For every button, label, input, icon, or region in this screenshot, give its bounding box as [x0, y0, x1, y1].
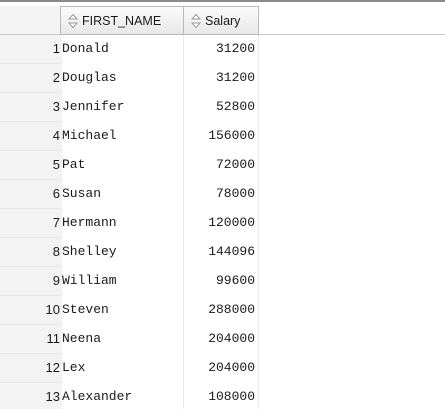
table-row[interactable]: 4 Michael 156000	[0, 122, 445, 151]
cell-first-name[interactable]: William	[62, 267, 184, 296]
cell-first-name[interactable]: Neena	[62, 325, 184, 354]
table-row[interactable]: 7 Hermann 120000	[0, 209, 445, 238]
cell-salary[interactable]: 144096	[184, 238, 259, 267]
column-header-label: FIRST_NAME	[82, 13, 162, 28]
row-number[interactable]: 9	[0, 267, 62, 296]
row-number[interactable]: 12	[0, 354, 62, 383]
row-number[interactable]: 4	[0, 122, 62, 151]
row-number[interactable]: 7	[0, 209, 62, 238]
cell-first-name[interactable]: Steven	[62, 296, 184, 325]
cell-first-name[interactable]: Jennifer	[62, 93, 184, 122]
row-number[interactable]: 6	[0, 180, 62, 209]
table-row[interactable]: 2 Douglas 31200	[0, 64, 445, 93]
cell-salary[interactable]: 31200	[184, 64, 259, 93]
table-row[interactable]: 6 Susan 78000	[0, 180, 445, 209]
row-number[interactable]: 1	[0, 35, 62, 64]
cell-salary[interactable]: 204000	[184, 354, 259, 383]
row-number-header[interactable]	[0, 6, 60, 35]
cell-first-name[interactable]: Shelley	[62, 238, 184, 267]
row-number[interactable]: 2	[0, 64, 62, 93]
cell-salary[interactable]: 72000	[184, 151, 259, 180]
row-number[interactable]: 8	[0, 238, 62, 267]
table-row[interactable]: 12 Lex 204000	[0, 354, 445, 383]
table-row[interactable]: 5 Pat 72000	[0, 151, 445, 180]
cell-first-name[interactable]: Alexander	[62, 383, 184, 409]
cell-salary[interactable]: 288000	[184, 296, 259, 325]
row-number[interactable]: 3	[0, 93, 62, 122]
cell-salary[interactable]: 108000	[184, 383, 259, 409]
sort-icon[interactable]	[67, 13, 79, 29]
cell-salary[interactable]: 156000	[184, 122, 259, 151]
column-header-row: FIRST_NAME Salary	[0, 6, 445, 35]
column-header-salary[interactable]: Salary	[184, 6, 259, 35]
row-number[interactable]: 10	[0, 296, 62, 325]
cell-first-name[interactable]: Douglas	[62, 64, 184, 93]
table-row[interactable]: 13 Alexander 108000	[0, 383, 445, 409]
cell-first-name[interactable]: Donald	[62, 35, 184, 64]
cell-first-name[interactable]: Michael	[62, 122, 184, 151]
table-row[interactable]: 3 Jennifer 52800	[0, 93, 445, 122]
cell-salary[interactable]: 78000	[184, 180, 259, 209]
row-number[interactable]: 11	[0, 325, 62, 354]
table-row[interactable]: 11 Neena 204000	[0, 325, 445, 354]
cell-salary[interactable]: 120000	[184, 209, 259, 238]
row-number[interactable]: 13	[0, 383, 62, 409]
table-row[interactable]: 1 Donald 31200	[0, 35, 445, 64]
cell-first-name[interactable]: Pat	[62, 151, 184, 180]
row-number[interactable]: 5	[0, 151, 62, 180]
cell-first-name[interactable]: Lex	[62, 354, 184, 383]
header-empty-space	[259, 6, 445, 35]
table-row[interactable]: 9 William 99600	[0, 267, 445, 296]
sort-icon[interactable]	[190, 13, 202, 29]
cell-salary[interactable]: 31200	[184, 35, 259, 64]
cell-salary[interactable]: 204000	[184, 325, 259, 354]
top-border	[0, 0, 445, 2]
column-header-label: Salary	[205, 13, 241, 28]
column-header-first-name[interactable]: FIRST_NAME	[60, 6, 184, 35]
cell-salary[interactable]: 99600	[184, 267, 259, 296]
cell-first-name[interactable]: Hermann	[62, 209, 184, 238]
table-row[interactable]: 10 Steven 288000	[0, 296, 445, 325]
table-row[interactable]: 8 Shelley 144096	[0, 238, 445, 267]
cell-first-name[interactable]: Susan	[62, 180, 184, 209]
cell-salary[interactable]: 52800	[184, 93, 259, 122]
